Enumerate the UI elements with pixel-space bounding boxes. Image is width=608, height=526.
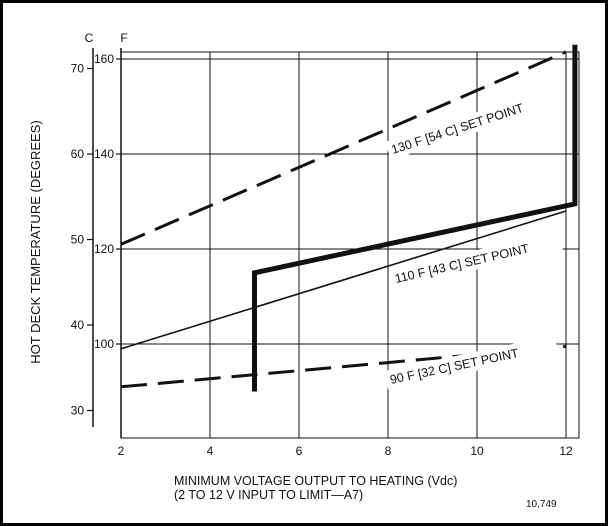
- x-tick-label: 4: [207, 444, 214, 458]
- x-tick-label: 12: [559, 444, 573, 458]
- y-axis-title: HOT DECK TEMPERATURE (DEGREES): [28, 120, 43, 363]
- y-tick-label-fahrenheit: 160: [94, 52, 114, 66]
- y-tick-label-celsius: 40: [71, 318, 85, 332]
- y-ticks-celsius: 30 40 50 60 70: [71, 62, 93, 418]
- y-tick-label-celsius: 30: [71, 404, 85, 418]
- y-tick-label-fahrenheit: 140: [94, 147, 114, 161]
- x-ticks: 2 4 6 8 10 12: [118, 444, 573, 458]
- celsius-unit-label: C: [85, 31, 94, 45]
- series-label-background: [384, 88, 557, 160]
- fahrenheit-unit-label: F: [120, 31, 127, 45]
- x-tick-label: 2: [118, 444, 125, 458]
- y-tick-label-celsius: 50: [71, 233, 85, 247]
- series-label-background: [388, 231, 563, 289]
- y-tick-label-fahrenheit: 100: [94, 337, 114, 351]
- series-label-background: [384, 334, 559, 390]
- y-tick-label-celsius: 70: [71, 62, 85, 76]
- series-line-1: [120, 50, 567, 246]
- x-axis-subtitle: (2 TO 12 V INPUT TO LIMIT—A7): [174, 488, 363, 502]
- x-tick-label: 8: [385, 444, 392, 458]
- y-tick-label-celsius: 60: [71, 147, 85, 161]
- figure-number: 10,749: [526, 499, 557, 510]
- series-line-4: [252, 44, 578, 392]
- x-tick-label: 6: [296, 444, 303, 458]
- series-line-2: [120, 210, 567, 350]
- y-tick-label-fahrenheit: 120: [94, 242, 114, 256]
- y-ticks-fahrenheit: 100 120 140 160: [94, 52, 121, 351]
- x-axis-title: MINIMUM VOLTAGE OUTPUT TO HEATING (Vdc): [174, 474, 457, 488]
- x-tick-label: 10: [470, 444, 484, 458]
